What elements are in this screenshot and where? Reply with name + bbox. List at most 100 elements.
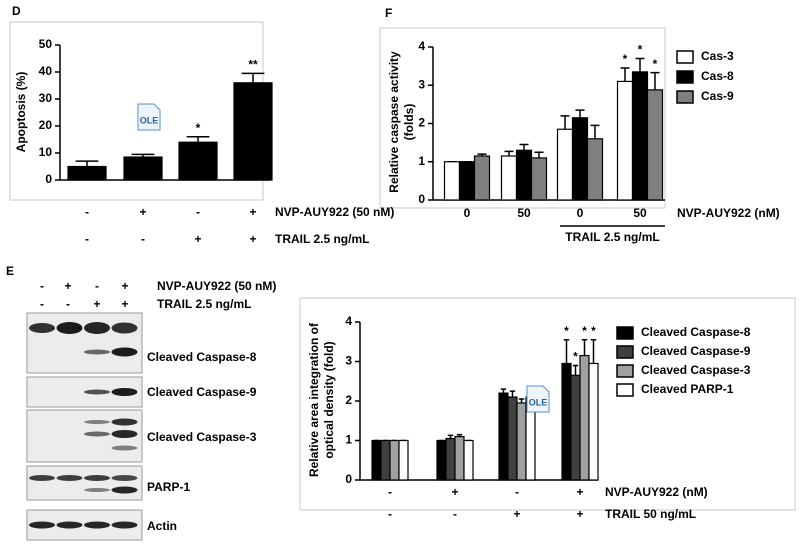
bar	[178, 141, 218, 181]
y-tick-label: 50	[39, 37, 53, 51]
legend-swatch	[616, 326, 634, 340]
bar	[454, 435, 465, 481]
blot-band	[111, 445, 138, 451]
panel-frame	[379, 27, 666, 209]
condition-sign: -	[66, 297, 70, 311]
bar	[631, 71, 649, 201]
bar	[500, 155, 518, 201]
legend-swatch	[676, 70, 694, 84]
bar	[516, 402, 527, 481]
condition-sign: +	[194, 232, 201, 246]
blot-band	[111, 418, 138, 426]
significance: *	[196, 121, 201, 135]
bar	[380, 439, 391, 481]
legend-label: Cas-9	[701, 89, 734, 103]
condition-sign: +	[249, 205, 256, 219]
band-label: PARP-1	[147, 480, 190, 494]
ole-icon	[137, 103, 161, 131]
blot-band	[84, 322, 110, 334]
panel-label: E	[6, 264, 14, 278]
x-tick-label: 0	[464, 206, 471, 220]
significance: *	[582, 324, 587, 338]
significance: *	[638, 43, 643, 57]
bar	[556, 128, 574, 201]
y-axis-label: Relative area integration of	[307, 322, 321, 477]
blot-band	[111, 347, 138, 357]
error-bar	[620, 67, 630, 82]
y-axis-label: optical density (fold)	[322, 341, 336, 458]
legend-swatch	[676, 50, 694, 64]
bar	[67, 165, 107, 181]
blot-band	[29, 521, 55, 529]
y-tick-label: 10	[39, 145, 53, 159]
error-bar	[500, 388, 507, 394]
significance: *	[591, 324, 596, 338]
band-label: Actin	[147, 519, 177, 533]
blot-band	[56, 475, 83, 481]
bar	[579, 354, 590, 481]
legend-label: Cleaved Caspase-3	[641, 363, 751, 377]
blot-band	[111, 486, 138, 494]
bar	[561, 362, 572, 481]
y-tick-label: 0	[45, 172, 52, 186]
condition-sign: +	[64, 279, 71, 293]
error-bar	[518, 398, 525, 403]
band-label: Cleaved Caspase-3	[147, 430, 257, 444]
y-tick-label: 4	[345, 314, 352, 328]
condition-sign: +	[249, 232, 256, 246]
significance: *	[564, 324, 569, 338]
legend-label: Cleaved Caspase-9	[641, 344, 751, 358]
error-bar	[581, 339, 588, 356]
bar	[443, 161, 461, 201]
error-bar	[635, 57, 645, 72]
band-label: Cleaved Caspase-9	[147, 385, 257, 399]
condition-sign: -	[95, 279, 99, 293]
error-bar	[75, 160, 99, 167]
significance: *	[653, 57, 658, 71]
bar	[530, 157, 548, 201]
legend-swatch	[616, 364, 634, 378]
condition-sign: -	[141, 232, 145, 246]
blot-band	[84, 431, 110, 437]
bar	[473, 155, 491, 201]
condition-sign: +	[576, 507, 583, 521]
y-tick-label: 30	[39, 91, 53, 105]
band-label: Cleaved Caspase-8	[147, 350, 257, 364]
y-tick-label: 2	[418, 116, 425, 130]
panel-frame	[299, 297, 796, 511]
blot-band	[111, 322, 138, 334]
blot-band	[84, 349, 110, 355]
bar	[571, 117, 589, 201]
bar	[233, 82, 273, 181]
bar	[570, 374, 581, 481]
condition-sign: -	[40, 297, 44, 311]
condition-sign: +	[93, 297, 100, 311]
bar	[507, 396, 518, 481]
y-tick-label: 1	[345, 433, 352, 447]
y-axis-label: (folds)	[402, 104, 416, 141]
bar	[458, 161, 476, 201]
error-bar	[241, 72, 265, 83]
legend-label: Cas-8	[701, 69, 734, 83]
condition-sign: +	[451, 485, 458, 499]
condition-label: NVP-AUY922 (nM)	[605, 485, 708, 499]
bar	[445, 437, 456, 481]
y-tick-label: 3	[418, 77, 425, 91]
y-tick-label: 0	[418, 192, 425, 206]
error-bar	[504, 150, 514, 157]
error-bar	[534, 151, 544, 158]
condition-sign: -	[85, 205, 89, 219]
significance: **	[248, 58, 258, 72]
blot-band	[84, 475, 110, 481]
y-tick-label: 4	[418, 39, 425, 53]
error-bar	[560, 115, 570, 130]
error-bar	[572, 364, 579, 376]
error-bar	[590, 339, 597, 364]
blot-band	[84, 488, 110, 492]
condition-sign: -	[388, 507, 392, 521]
condition-label: TRAIL 50 ng/mL	[605, 507, 696, 521]
x-tick-label: 50	[633, 206, 647, 220]
bar	[436, 439, 447, 481]
blot-band	[84, 420, 110, 424]
